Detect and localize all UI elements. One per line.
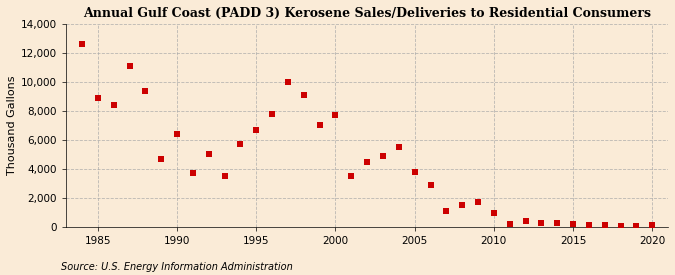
Point xyxy=(472,200,483,205)
Point xyxy=(441,209,452,213)
Point xyxy=(109,103,119,107)
Point xyxy=(315,123,325,128)
Point xyxy=(124,64,135,68)
Point xyxy=(520,219,531,223)
Point xyxy=(171,132,182,136)
Point xyxy=(631,223,642,228)
Title: Annual Gulf Coast (PADD 3) Kerosene Sales/Deliveries to Residential Consumers: Annual Gulf Coast (PADD 3) Kerosene Sale… xyxy=(83,7,651,20)
Point xyxy=(140,89,151,93)
Point xyxy=(536,221,547,225)
Point xyxy=(330,113,341,117)
Point xyxy=(362,160,373,164)
Point xyxy=(504,222,515,226)
Point xyxy=(235,142,246,147)
Point xyxy=(394,145,404,149)
Point xyxy=(583,223,594,227)
Point xyxy=(551,221,562,225)
Point xyxy=(489,210,500,215)
Point xyxy=(156,157,167,161)
Point xyxy=(346,174,356,178)
Point xyxy=(568,222,578,226)
Point xyxy=(599,223,610,227)
Point xyxy=(647,223,657,227)
Point xyxy=(251,128,262,132)
Point xyxy=(188,171,198,175)
Point xyxy=(377,154,388,158)
Point xyxy=(219,174,230,178)
Point xyxy=(267,112,277,116)
Point xyxy=(425,183,436,187)
Point xyxy=(283,80,294,84)
Point xyxy=(77,42,88,46)
Point xyxy=(298,93,309,97)
Point xyxy=(92,96,103,100)
Text: Source: U.S. Energy Information Administration: Source: U.S. Energy Information Administ… xyxy=(61,262,292,272)
Point xyxy=(615,223,626,228)
Point xyxy=(203,152,214,157)
Y-axis label: Thousand Gallons: Thousand Gallons xyxy=(7,76,17,175)
Point xyxy=(457,203,468,207)
Point xyxy=(409,170,420,174)
